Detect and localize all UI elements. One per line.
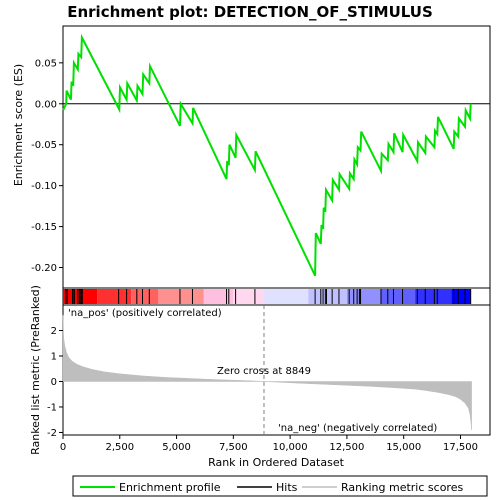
color-bar-segment bbox=[63, 289, 98, 304]
enrichment-profile-line bbox=[62, 33, 472, 277]
pos-correlated-label: 'na_pos' (positively correlated) bbox=[68, 308, 222, 319]
es-tick-label: 0.05 bbox=[35, 58, 57, 69]
es-tick-label: -0.15 bbox=[31, 222, 57, 233]
color-bar-segment bbox=[233, 289, 264, 304]
color-bar-segment bbox=[451, 289, 471, 304]
es-panel bbox=[62, 25, 491, 289]
metric-tick-label: 1 bbox=[51, 351, 57, 362]
color-bar-segment bbox=[308, 289, 347, 304]
legend-enrichment-label: Enrichment profile bbox=[119, 481, 221, 494]
x-tick-label: 12,500 bbox=[329, 442, 364, 453]
metric-tick-label: 2 bbox=[51, 326, 57, 337]
metric-y-ticks: -2 -1 0 1 2 bbox=[47, 326, 63, 439]
metric-y-axis-label: Ranked list metric (PreRanked) bbox=[29, 285, 42, 455]
x-tick-label: 2,500 bbox=[105, 442, 134, 453]
es-y-ticks: -0.20 -0.15 -0.10 -0.05 0.00 0.05 bbox=[31, 58, 63, 274]
es-tick-label: -0.10 bbox=[31, 181, 57, 192]
x-tick-label: 10,000 bbox=[273, 442, 308, 453]
x-axis-ticks: 0 2,500 5,000 7,500 10,000 12,500 15,000 17,500 bbox=[60, 435, 478, 453]
enrichment-profile bbox=[62, 33, 472, 277]
metric-panel bbox=[62, 304, 491, 436]
es-y-axis-label: Enrichment score (ES) bbox=[12, 64, 25, 186]
x-axis-label: Rank in Ordered Dataset bbox=[208, 456, 345, 469]
ranking-metric-scores bbox=[62, 315, 472, 430]
color-bar-segment bbox=[380, 289, 416, 304]
neg-correlated-label: 'na_neg' (negatively correlated) bbox=[278, 423, 437, 434]
color-bar-segment bbox=[131, 289, 159, 304]
color-bar-segment bbox=[203, 289, 234, 304]
x-tick-label: 5,000 bbox=[162, 442, 191, 453]
x-tick-label: 0 bbox=[60, 442, 66, 453]
legend-box bbox=[72, 475, 488, 497]
zero-cross-label: Zero cross at 8849 bbox=[217, 366, 311, 377]
ranking-metric-area bbox=[62, 315, 472, 430]
legend-hits-label: Hits bbox=[276, 481, 298, 494]
chart-title: Enrichment plot: DETECTION_OF_STIMULUS bbox=[67, 3, 433, 21]
ranking-color-bar bbox=[63, 289, 471, 304]
es-tick-label: -0.05 bbox=[31, 140, 57, 151]
color-bar-segment bbox=[346, 289, 381, 304]
es-tick-label: -0.20 bbox=[31, 263, 57, 274]
hit-marks bbox=[65, 289, 472, 304]
color-bar-segment bbox=[415, 289, 452, 304]
color-bar-segment bbox=[158, 289, 204, 304]
color-bar-segment bbox=[263, 289, 309, 304]
metric-tick-label: -1 bbox=[47, 402, 57, 413]
x-tick-label: 15,000 bbox=[386, 442, 421, 453]
es-tick-label: 0.00 bbox=[35, 99, 57, 110]
x-tick-label: 7,500 bbox=[219, 442, 248, 453]
legend-metric-label: Ranking metric scores bbox=[341, 481, 463, 494]
x-tick-label: 17,500 bbox=[443, 442, 478, 453]
color-bar-segment bbox=[97, 289, 132, 304]
metric-tick-label: -2 bbox=[47, 428, 57, 439]
metric-tick-label: 0 bbox=[51, 377, 57, 388]
